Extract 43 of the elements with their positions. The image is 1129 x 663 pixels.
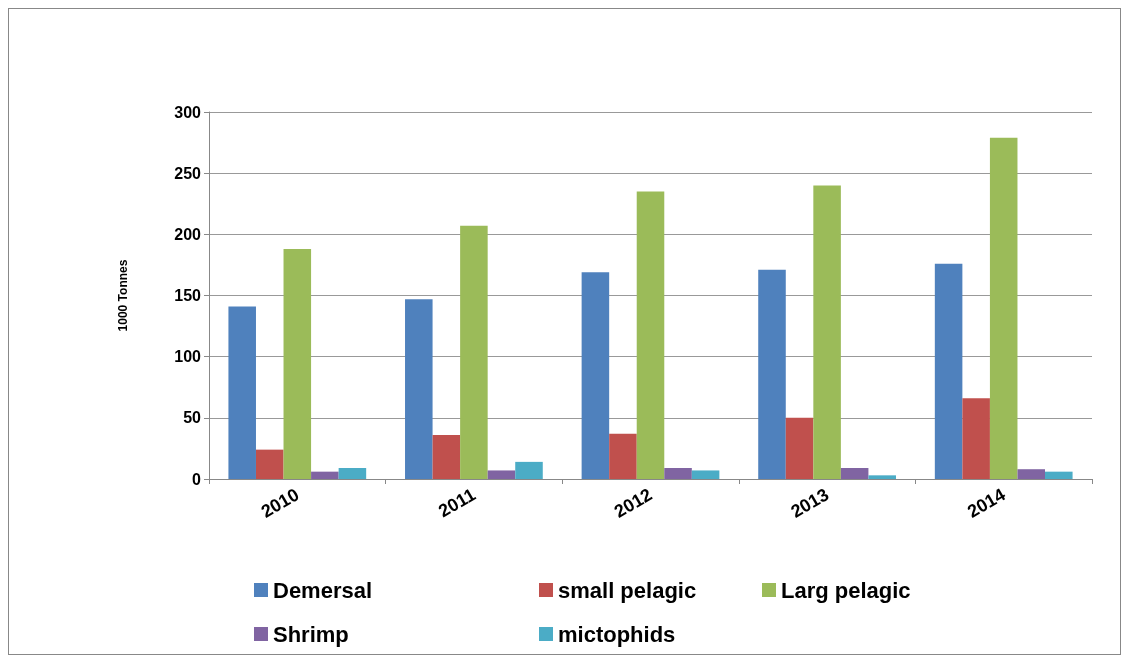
bar xyxy=(581,272,610,479)
y-tick-label: 300 xyxy=(174,103,202,121)
legend-label: small pelagic xyxy=(558,577,697,603)
bar xyxy=(691,470,720,479)
bar xyxy=(487,470,516,479)
bar xyxy=(432,434,461,479)
legend-label: Larg pelagic xyxy=(781,577,911,603)
bar xyxy=(989,137,1018,479)
bar xyxy=(636,191,665,479)
bar xyxy=(934,263,963,479)
y-tick-label: 150 xyxy=(174,287,202,304)
bar xyxy=(868,475,896,479)
bar xyxy=(255,449,284,479)
bar xyxy=(758,269,786,479)
bar xyxy=(840,467,869,479)
bar xyxy=(515,461,543,479)
x-tick-label: 2013 xyxy=(787,484,833,522)
bar xyxy=(283,249,312,479)
y-tick-label: 100 xyxy=(174,348,202,366)
bar xyxy=(338,467,367,479)
bar xyxy=(311,471,339,479)
bar xyxy=(1045,471,1073,479)
bar xyxy=(228,306,256,479)
legend-label: Demersal xyxy=(273,577,373,603)
y-tick-label: 50 xyxy=(183,409,202,427)
legend-label: Shrimp xyxy=(273,621,349,647)
y-axis-title: 1000 Tonnes xyxy=(116,259,130,332)
bar xyxy=(405,299,433,479)
bar xyxy=(460,225,488,479)
bar xyxy=(609,433,637,479)
bar xyxy=(962,398,990,479)
y-tick-label: 250 xyxy=(174,164,202,182)
bar xyxy=(1017,469,1046,479)
bar xyxy=(813,185,841,479)
y-tick-label: 0 xyxy=(192,470,202,488)
y-tick-label: 200 xyxy=(174,225,202,243)
x-tick-label: 2011 xyxy=(435,484,479,522)
x-tick-label: 2012 xyxy=(610,484,656,522)
bar xyxy=(664,467,692,479)
x-tick-label: 2014 xyxy=(964,484,1009,522)
bar xyxy=(785,417,814,479)
legend-label: mictophids xyxy=(558,621,676,647)
x-tick-label: 2010 xyxy=(257,484,303,522)
